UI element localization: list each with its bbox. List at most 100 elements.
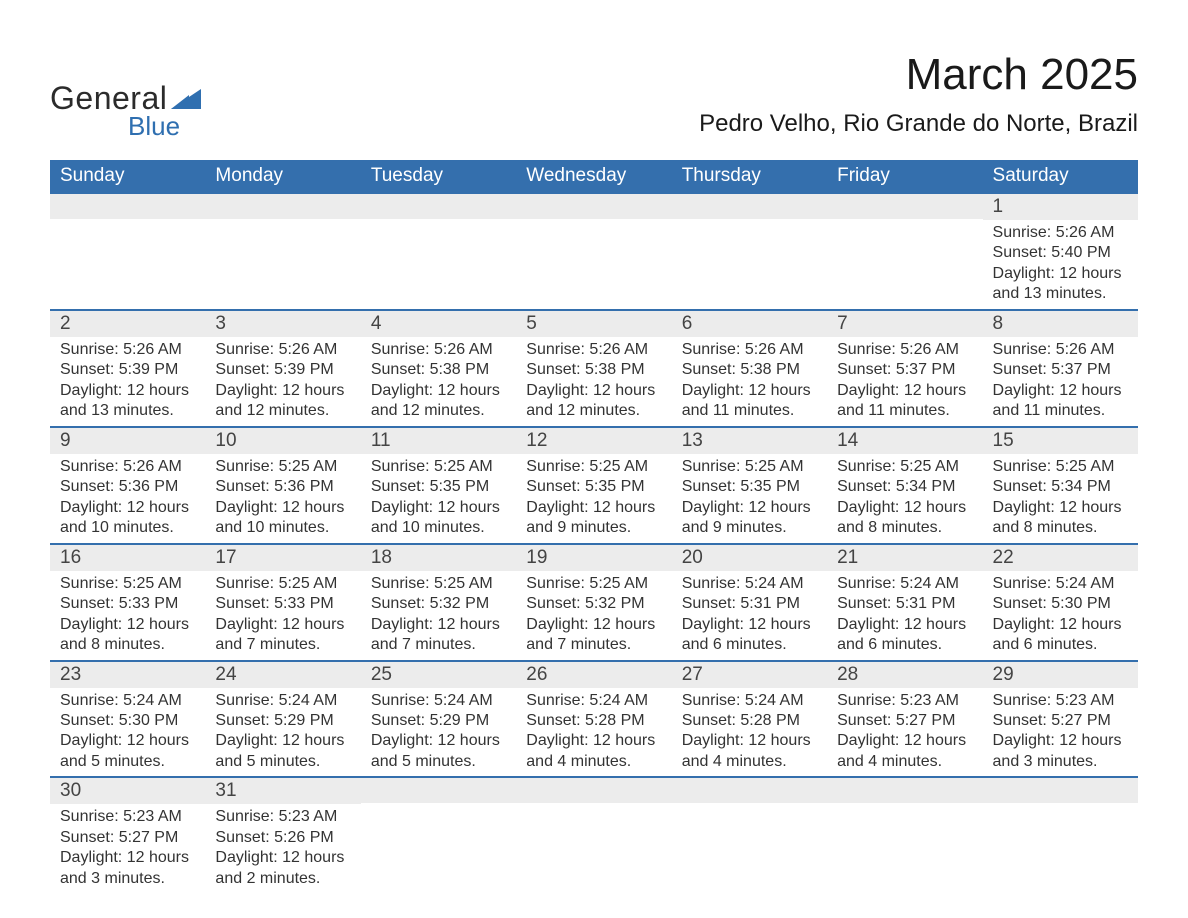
day-details: Sunrise: 5:26 AMSunset: 5:39 PMDaylight:… <box>50 337 205 426</box>
sunset-label: Sunset: <box>837 478 891 495</box>
sunrise-value: 5:23 AM <box>1056 692 1115 709</box>
daylight-line: Daylight: 12 hours and 5 minutes. <box>60 731 197 772</box>
calendar-day-cell: 4Sunrise: 5:26 AMSunset: 5:38 PMDaylight… <box>361 310 516 427</box>
day-number: 3 <box>205 311 360 337</box>
calendar-week-row: 2Sunrise: 5:26 AMSunset: 5:39 PMDaylight… <box>50 310 1138 427</box>
day-details: Sunrise: 5:24 AMSunset: 5:28 PMDaylight:… <box>516 688 671 777</box>
sunset-value: 5:30 PM <box>1051 595 1111 612</box>
weekday-header: Friday <box>827 160 982 193</box>
sunset-label: Sunset: <box>215 595 269 612</box>
day-details: Sunrise: 5:23 AMSunset: 5:27 PMDaylight:… <box>50 804 205 893</box>
sunset-value: 5:33 PM <box>274 595 334 612</box>
day-details <box>672 219 827 289</box>
calendar-day-cell: 14Sunrise: 5:25 AMSunset: 5:34 PMDayligh… <box>827 427 982 544</box>
sunrise-label: Sunrise: <box>215 692 274 709</box>
day-details <box>50 219 205 289</box>
day-details <box>827 803 982 873</box>
daylight-line: Daylight: 12 hours and 11 minutes. <box>993 381 1130 422</box>
calendar-day-cell: 30Sunrise: 5:23 AMSunset: 5:27 PMDayligh… <box>50 777 205 893</box>
day-number: 22 <box>983 545 1138 571</box>
calendar-day-cell: 3Sunrise: 5:26 AMSunset: 5:39 PMDaylight… <box>205 310 360 427</box>
sunset-label: Sunset: <box>215 478 269 495</box>
sunrise-value: 5:23 AM <box>123 808 182 825</box>
sunset-label: Sunset: <box>682 478 736 495</box>
daylight-label: Daylight: <box>837 732 899 749</box>
daylight-line: Daylight: 12 hours and 10 minutes. <box>215 498 352 539</box>
sunset-label: Sunset: <box>993 361 1047 378</box>
sunrise-line: Sunrise: 5:26 AM <box>993 340 1130 360</box>
day-number: 9 <box>50 428 205 454</box>
sunrise-value: 5:26 AM <box>1056 224 1115 241</box>
sunset-line: Sunset: 5:39 PM <box>60 360 197 380</box>
calendar-day-cell <box>983 777 1138 893</box>
sunrise-line: Sunrise: 5:25 AM <box>60 574 197 594</box>
sunrise-label: Sunrise: <box>60 341 119 358</box>
calendar-day-cell <box>672 193 827 310</box>
day-number: 31 <box>205 778 360 804</box>
sunset-line: Sunset: 5:33 PM <box>215 594 352 614</box>
calendar-day-cell <box>205 193 360 310</box>
sunset-value: 5:26 PM <box>274 829 334 846</box>
daylight-label: Daylight: <box>837 616 899 633</box>
day-number: 14 <box>827 428 982 454</box>
calendar-day-cell <box>361 193 516 310</box>
day-number: 17 <box>205 545 360 571</box>
daylight-label: Daylight: <box>993 265 1055 282</box>
calendar-day-cell: 17Sunrise: 5:25 AMSunset: 5:33 PMDayligh… <box>205 544 360 661</box>
weekday-header: Monday <box>205 160 360 193</box>
sunset-label: Sunset: <box>60 712 114 729</box>
daylight-line: Daylight: 12 hours and 9 minutes. <box>682 498 819 539</box>
sunset-line: Sunset: 5:40 PM <box>993 243 1130 263</box>
sunset-label: Sunset: <box>526 595 580 612</box>
daylight-label: Daylight: <box>60 499 122 516</box>
sunset-label: Sunset: <box>60 829 114 846</box>
sunrise-label: Sunrise: <box>526 575 585 592</box>
sunset-line: Sunset: 5:30 PM <box>993 594 1130 614</box>
sunrise-value: 5:26 AM <box>279 341 338 358</box>
sunrise-line: Sunrise: 5:24 AM <box>215 691 352 711</box>
sunrise-line: Sunrise: 5:26 AM <box>60 457 197 477</box>
daylight-line: Daylight: 12 hours and 8 minutes. <box>837 498 974 539</box>
sunset-label: Sunset: <box>837 361 891 378</box>
day-details: Sunrise: 5:26 AMSunset: 5:36 PMDaylight:… <box>50 454 205 543</box>
daylight-label: Daylight: <box>526 499 588 516</box>
day-number: 18 <box>361 545 516 571</box>
calendar-week-row: 9Sunrise: 5:26 AMSunset: 5:36 PMDaylight… <box>50 427 1138 544</box>
day-number <box>672 194 827 219</box>
calendar-day-cell: 12Sunrise: 5:25 AMSunset: 5:35 PMDayligh… <box>516 427 671 544</box>
calendar-day-cell: 20Sunrise: 5:24 AMSunset: 5:31 PMDayligh… <box>672 544 827 661</box>
calendar-day-cell <box>827 193 982 310</box>
day-number: 24 <box>205 662 360 688</box>
sunrise-label: Sunrise: <box>993 458 1052 475</box>
day-number: 26 <box>516 662 671 688</box>
day-details: Sunrise: 5:25 AMSunset: 5:35 PMDaylight:… <box>516 454 671 543</box>
day-number: 6 <box>672 311 827 337</box>
day-details: Sunrise: 5:24 AMSunset: 5:31 PMDaylight:… <box>672 571 827 660</box>
sunset-line: Sunset: 5:35 PM <box>526 477 663 497</box>
sunrise-label: Sunrise: <box>215 458 274 475</box>
daylight-label: Daylight: <box>371 732 433 749</box>
sunrise-value: 5:25 AM <box>434 458 493 475</box>
sunrise-value: 5:26 AM <box>123 341 182 358</box>
sunrise-line: Sunrise: 5:26 AM <box>837 340 974 360</box>
weekday-header: Wednesday <box>516 160 671 193</box>
sunset-value: 5:40 PM <box>1051 244 1111 261</box>
sunrise-label: Sunrise: <box>60 692 119 709</box>
day-number: 29 <box>983 662 1138 688</box>
sunrise-line: Sunrise: 5:24 AM <box>526 691 663 711</box>
sunset-value: 5:38 PM <box>585 361 645 378</box>
sunset-value: 5:31 PM <box>740 595 800 612</box>
calendar-day-cell: 18Sunrise: 5:25 AMSunset: 5:32 PMDayligh… <box>361 544 516 661</box>
sunset-line: Sunset: 5:32 PM <box>526 594 663 614</box>
day-number: 11 <box>361 428 516 454</box>
sunset-line: Sunset: 5:27 PM <box>60 828 197 848</box>
day-number <box>983 778 1138 803</box>
calendar-table: SundayMondayTuesdayWednesdayThursdayFrid… <box>50 160 1138 893</box>
sunrise-label: Sunrise: <box>837 575 896 592</box>
daylight-label: Daylight: <box>60 732 122 749</box>
sunset-line: Sunset: 5:26 PM <box>215 828 352 848</box>
day-details: Sunrise: 5:24 AMSunset: 5:29 PMDaylight:… <box>361 688 516 777</box>
sunrise-value: 5:23 AM <box>900 692 959 709</box>
sunset-value: 5:34 PM <box>1051 478 1111 495</box>
sunset-label: Sunset: <box>371 595 425 612</box>
